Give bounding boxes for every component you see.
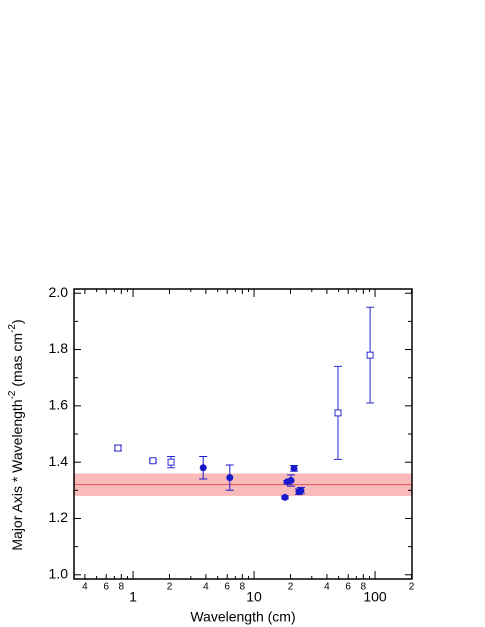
x-tick-label: 2 (409, 582, 415, 593)
point (149, 457, 157, 465)
point (167, 458, 175, 466)
y-label-sup: -2 (7, 324, 18, 333)
point (297, 486, 305, 494)
x-tick-label: 4 (324, 582, 330, 593)
x-tick-label: 2 (167, 582, 173, 593)
y-label-part: (mas cm (9, 333, 25, 391)
x-tick-label: 1 (129, 589, 137, 605)
y-axis-label: Major Axis * Wavelength-2 (mas cm-2) (7, 319, 25, 550)
x-tick-label: 6 (103, 582, 109, 593)
y-tick-label: 1.6 (49, 397, 69, 413)
x-tick-label: 4 (82, 582, 88, 593)
point (287, 476, 295, 484)
point (226, 474, 234, 482)
y-tick-label: 1.4 (49, 453, 69, 469)
y-label-part: Major Axis * Wavelength (9, 399, 25, 550)
y-label-part: ) (9, 319, 25, 324)
point (281, 493, 289, 501)
x-tick-label: 2 (288, 582, 294, 593)
y-label-sup: -2 (7, 390, 18, 399)
point (366, 351, 374, 359)
point (114, 444, 122, 452)
y-tick-label: 1.8 (49, 340, 69, 356)
x-axis-label: Wavelength (cm) (190, 609, 295, 625)
x-tick-label: 100 (363, 589, 387, 605)
y-tick-label: 1.2 (49, 509, 69, 525)
x-tick-label: 10 (246, 589, 262, 605)
y-tick-label: 2.0 (49, 284, 69, 300)
x-tick-label: 6 (345, 582, 351, 593)
x-tick-label: 4 (203, 582, 209, 593)
y-tick-label: 1.0 (49, 565, 69, 581)
x-tick-label: 8 (240, 582, 246, 593)
x-tick-label: 8 (119, 582, 125, 593)
x-tick-label: 8 (361, 582, 367, 593)
x-tick-label: 6 (224, 582, 230, 593)
point (334, 409, 342, 417)
point (290, 464, 298, 472)
plot-frame (73, 288, 413, 580)
point (199, 464, 207, 472)
